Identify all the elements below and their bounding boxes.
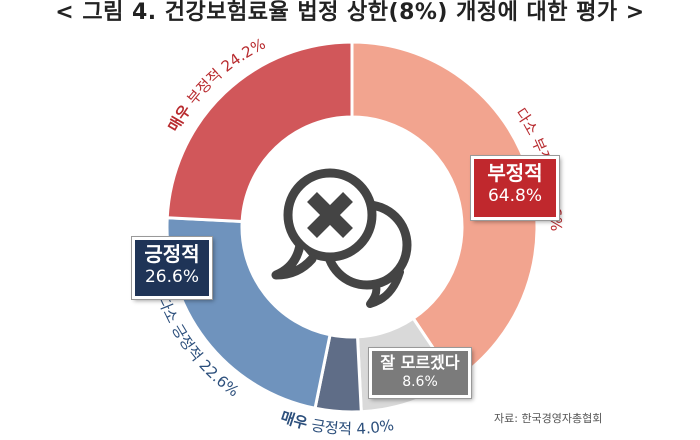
unknown-box: 잘 모르겠다 8.6% [368,347,472,399]
negative-total-box: 부정적 64.8% [470,155,560,221]
positive-total-label: 긍정적 [144,242,200,266]
x-mark-icon [307,192,353,238]
positive-total-value: 26.6% [144,267,199,287]
source-note: 자료: 한국경영자총협회 [494,412,603,425]
negative-total-value: 64.8% [487,186,542,206]
chart-title: < 그림 4. 건강보험료율 법정 상한(8%) 개정에 대한 평가 > [55,0,645,25]
positive-total-box: 긍정적 26.6% [131,236,213,300]
unknown-value: 8.6% [402,374,438,390]
slice-4 [165,40,354,224]
slice-0 [350,40,539,383]
unknown-label: 잘 모르겠다 [380,353,460,372]
negative-total-label: 부정적 [487,161,543,185]
